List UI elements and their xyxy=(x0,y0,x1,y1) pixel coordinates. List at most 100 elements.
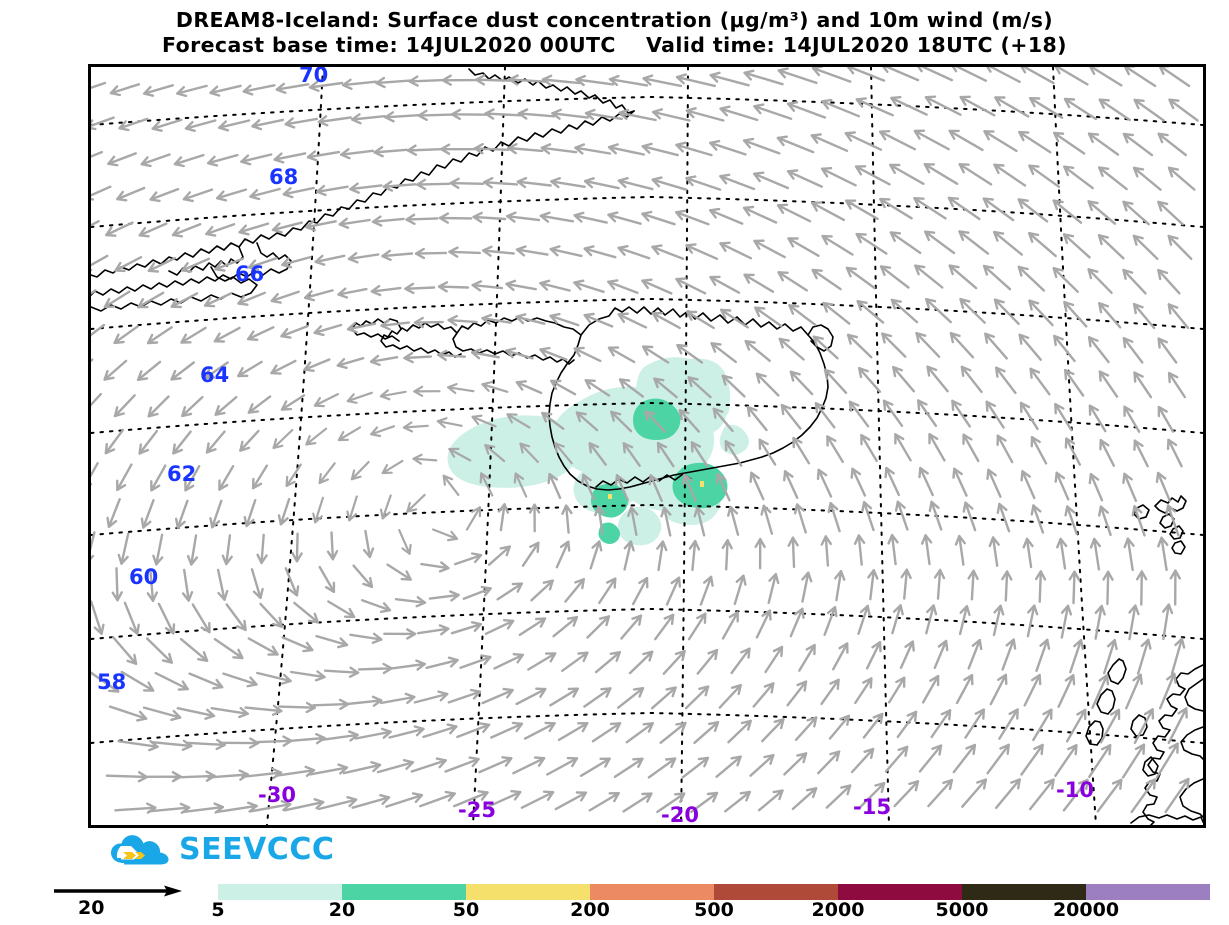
wind-arrow-head xyxy=(1064,505,1076,517)
seevccc-logo[interactable]: SEEVCCC xyxy=(110,832,334,867)
wind-arrow-shaft xyxy=(225,603,247,632)
wind-reference-label: 20 xyxy=(78,897,105,919)
wind-arrow-head xyxy=(315,184,327,197)
wind-arrow-head xyxy=(839,714,851,726)
wind-arrow-shaft xyxy=(1004,570,1009,602)
wind-arrow-shaft xyxy=(1017,265,1046,292)
wind-arrow-head xyxy=(1064,437,1076,449)
wind-arrow-head xyxy=(573,211,585,223)
wind-arrow-head xyxy=(251,477,263,490)
wind-arrow-shaft xyxy=(91,81,107,90)
wind-arrow-head xyxy=(313,325,325,337)
wind-arrow-shaft xyxy=(881,332,907,358)
wind-arrow-shaft xyxy=(381,494,392,520)
wind-arrow-head xyxy=(958,230,970,241)
wind-arrow-shaft xyxy=(617,179,654,191)
wind-arrow-shaft xyxy=(380,321,410,327)
wind-arrow-head xyxy=(796,752,808,764)
colorbar-segment xyxy=(714,884,838,900)
wind-arrow-shaft xyxy=(573,281,605,294)
wind-arrow-shaft xyxy=(447,318,478,324)
wind-arrow-shaft xyxy=(955,674,974,705)
wind-arrow-head xyxy=(846,67,855,75)
wind-arrow-head xyxy=(138,443,150,455)
wind-arrow-shaft xyxy=(862,712,884,739)
map-panel[interactable]: 70 68 66 64 62 60 58 -30 -25 -20 -15 -10 xyxy=(88,64,1206,828)
wind-arrow-head xyxy=(181,591,194,602)
wind-arrow-shaft xyxy=(618,378,644,398)
wind-arrow-head xyxy=(887,533,899,545)
wind-arrow-head xyxy=(777,271,789,282)
wind-arrow-shaft xyxy=(112,636,138,665)
colorbar[interactable] xyxy=(218,884,1210,900)
wind-arrow-shaft xyxy=(237,291,267,305)
wind-arrow-head xyxy=(915,331,927,344)
wind-arrow-shaft xyxy=(821,234,854,256)
wind-arrow-shaft xyxy=(120,532,130,565)
wind-arrow-shaft xyxy=(959,95,996,117)
wind-arrow-shaft xyxy=(574,146,612,155)
wind-arrow-shaft xyxy=(641,145,679,157)
wind-arrow-head xyxy=(728,611,739,623)
wind-arrow-head xyxy=(1128,604,1140,616)
wind-arrow-shaft xyxy=(1125,673,1142,710)
lon-label: -20 xyxy=(661,803,699,827)
wind-arrow-shaft xyxy=(1028,231,1057,258)
wind-arrow-head xyxy=(510,790,522,801)
wind-arrow-shaft xyxy=(181,257,211,272)
wind-arrow-shaft xyxy=(346,699,383,706)
wind-arrow-head xyxy=(369,354,381,366)
wind-arrow-shaft xyxy=(113,325,139,345)
wind-arrow-head xyxy=(982,197,994,208)
wind-arrow-head xyxy=(513,472,525,484)
wind-arrow-head xyxy=(986,468,997,480)
wind-arrow-head xyxy=(823,368,835,380)
wind-arrow-head xyxy=(533,756,546,767)
wind-arrow-head xyxy=(547,472,558,485)
wind-arrow-shaft xyxy=(270,290,300,303)
wind-arrow-shaft xyxy=(855,98,894,117)
wind-arrow-shaft xyxy=(437,285,470,289)
wind-arrow-shaft xyxy=(209,84,242,95)
wind-arrow-shaft xyxy=(336,357,365,367)
wind-arrow-head xyxy=(103,297,116,309)
wind-arrow-shaft xyxy=(241,771,283,778)
wind-arrow-shaft xyxy=(1166,504,1180,537)
wind-arrow-shaft xyxy=(1018,130,1052,154)
wind-arrow-shaft xyxy=(687,376,712,399)
wind-arrow-shaft xyxy=(721,611,739,640)
wind-arrow-head xyxy=(544,721,556,733)
wind-arrow-head xyxy=(1094,604,1106,616)
wind-arrow-head xyxy=(380,319,391,331)
wind-arrow-shaft xyxy=(520,791,555,809)
wind-arrow-shaft xyxy=(417,113,454,117)
wind-arrow-shaft xyxy=(244,706,283,713)
wind-arrow-head xyxy=(382,180,394,192)
wind-arrow-head xyxy=(632,687,645,698)
wind-arrow-head xyxy=(180,333,192,344)
wind-arrow-head xyxy=(758,438,769,450)
wind-arrow-head xyxy=(239,440,251,452)
wind-arrow-shaft xyxy=(482,249,515,255)
wind-arrow-shaft xyxy=(342,763,382,775)
wind-arrow-head xyxy=(1133,439,1144,451)
wind-arrow-head xyxy=(806,787,818,799)
wind-arrow-head xyxy=(440,143,451,155)
wind-arrow-shaft xyxy=(820,678,840,706)
wind-arrow-shaft xyxy=(641,279,673,295)
wind-arrow-head xyxy=(1089,537,1102,549)
wind-arrow-shaft xyxy=(652,110,691,122)
wind-arrow-shaft xyxy=(260,533,265,565)
wind-arrow-head xyxy=(171,226,184,238)
wind-arrow-shaft xyxy=(1065,437,1082,466)
wind-arrow-shaft xyxy=(107,152,137,166)
wind-arrow-head xyxy=(1167,303,1179,315)
wind-arrow-head xyxy=(577,651,589,663)
wind-arrow-head xyxy=(251,119,263,131)
wind-arrow-head xyxy=(607,279,619,290)
wind-arrow-shaft xyxy=(641,212,676,226)
wind-arrow-shaft xyxy=(678,409,700,433)
wind-arrow-head xyxy=(482,245,493,257)
wind-arrow-head xyxy=(648,474,660,486)
wind-arrow-shaft xyxy=(376,761,415,774)
